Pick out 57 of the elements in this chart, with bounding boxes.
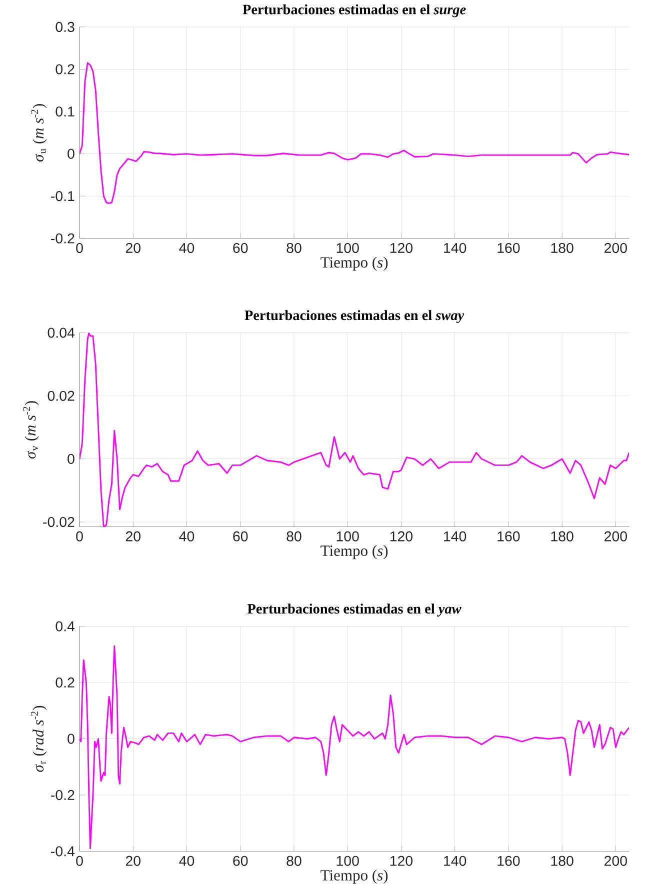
x-tick-label: 40 [179, 856, 194, 866]
y-tick-label: 0.4 [56, 621, 75, 632]
y-tick-label: 0.1 [56, 106, 74, 117]
y-tick-label: 0 [68, 734, 75, 744]
x-tick-label: 140 [444, 856, 466, 866]
x-tick-label: 60 [233, 242, 248, 254]
y-axis-title: σ$_{r}$ (rad s$^{-2}$) [31, 706, 47, 772]
y-axis-title: σ$_{u}$ (m s$^{-2}$) [31, 104, 47, 162]
x-tick-label: 200 [604, 242, 628, 254]
x-tick-label: 140 [444, 531, 466, 542]
x-tick-label: 100 [337, 856, 360, 866]
x-axis-title: Tiempo (s) [320, 870, 388, 884]
y-tick-label: 0.2 [56, 64, 74, 74]
y-tick-label: 0.04 [48, 328, 75, 338]
x-tick-label: 40 [179, 242, 194, 254]
x-tick-label: 120 [390, 242, 413, 254]
x-tick-label: 100 [337, 531, 360, 542]
chart-title: Perturbaciones estimadas en el yaw [248, 604, 462, 617]
y-axis-title: σ$_{v}$ (m s$^{-2}$) [23, 401, 40, 459]
x-tick-label: 20 [126, 242, 141, 254]
x-tick-label: 0 [76, 531, 84, 542]
x-tick-label: 60 [233, 531, 248, 542]
x-tick-label: 180 [552, 242, 574, 254]
y-tick-label: 0 [68, 148, 75, 159]
x-tick-label: 100 [337, 242, 360, 254]
y-tick-label: -0.4 [51, 846, 75, 856]
x-tick-label: 140 [444, 242, 466, 254]
x-tick-label: 80 [286, 242, 302, 254]
y-tick-label: -0.2 [51, 790, 74, 800]
x-tick-label: 160 [498, 856, 520, 866]
x-tick-label: 120 [390, 531, 413, 542]
x-tick-label: 120 [390, 856, 413, 866]
y-tick-label: 0 [68, 454, 75, 464]
x-tick-label: 200 [604, 856, 628, 866]
y-tick-label: -0.1 [51, 191, 74, 202]
x-axis-title: Tiempo (s) [320, 256, 388, 271]
x-tick-label: 80 [286, 531, 302, 542]
chart-title: Perturbaciones estimadas en el surge [242, 4, 466, 18]
y-tick-label: -0.02 [43, 516, 74, 528]
x-tick-label: 80 [286, 856, 302, 866]
x-tick-label: 60 [233, 856, 248, 866]
y-tick-label: -0.2 [51, 233, 74, 244]
x-tick-label: 0 [76, 242, 84, 254]
x-axis-title: Tiempo (s) [320, 545, 388, 560]
x-tick-label: 180 [552, 531, 574, 542]
x-tick-label: 20 [126, 856, 141, 866]
x-tick-label: 40 [179, 531, 194, 542]
chart-title: Perturbaciones estimadas en el sway [244, 310, 464, 324]
y-tick-label: 0.2 [56, 678, 74, 688]
x-tick-label: 20 [126, 531, 141, 542]
x-tick-label: 160 [498, 242, 520, 254]
y-tick-label: 0.02 [48, 390, 74, 401]
x-tick-label: 200 [604, 531, 628, 542]
x-tick-label: 160 [498, 531, 520, 542]
x-tick-label: 0 [76, 856, 84, 866]
y-tick-label: 0.3 [56, 22, 75, 32]
x-tick-label: 180 [552, 856, 574, 866]
